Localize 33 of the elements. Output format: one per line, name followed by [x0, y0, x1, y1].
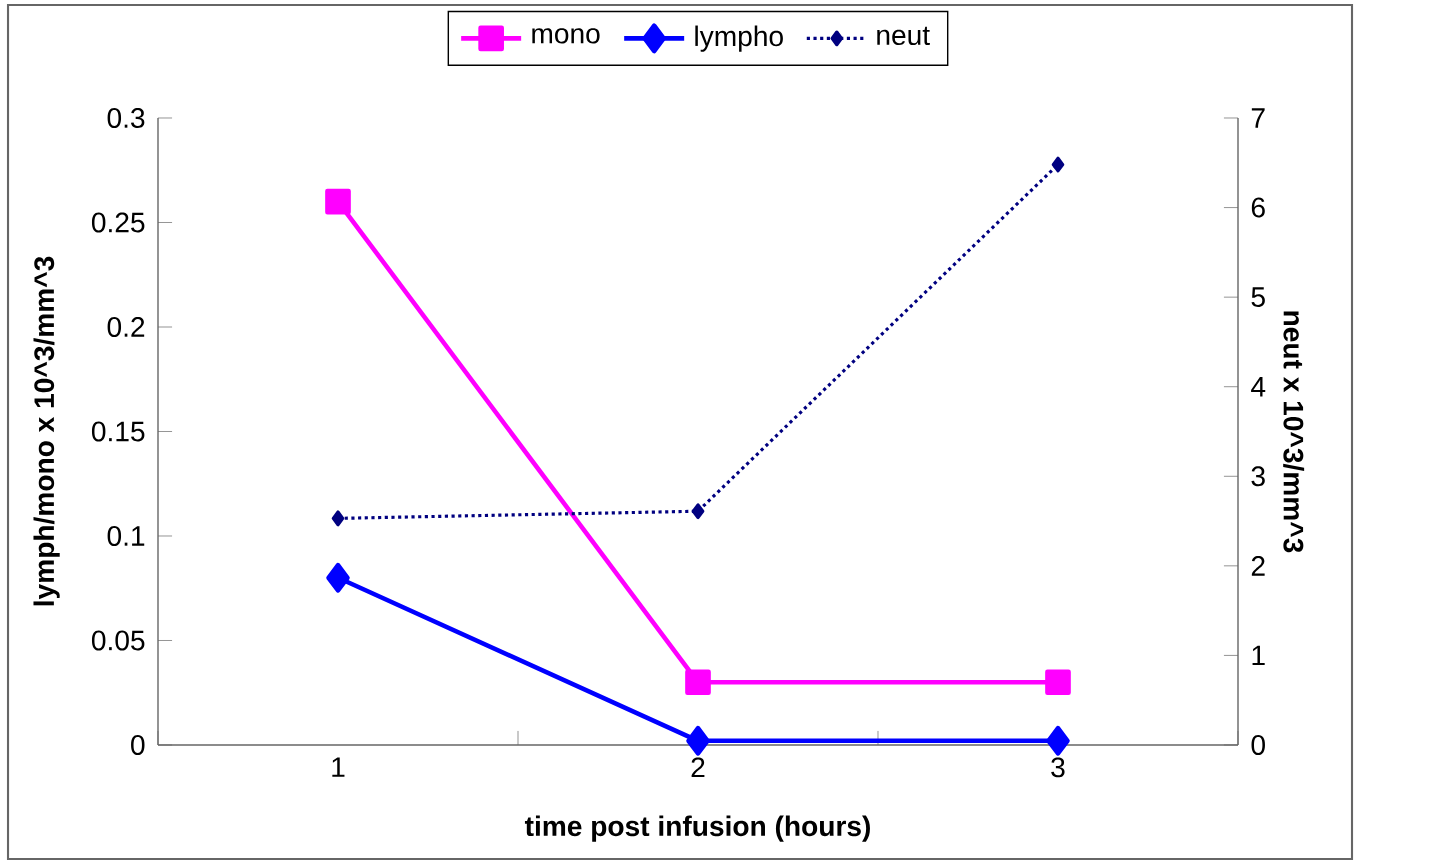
point: [1045, 669, 1071, 696]
point: [691, 503, 705, 520]
point: [331, 510, 345, 527]
y2-tick-label: 5: [1251, 287, 1265, 307]
legend-label: neut: [877, 26, 930, 46]
x-tick-label: 3: [1051, 757, 1065, 778]
y-tick-label: 0.05: [91, 630, 145, 651]
point: [1051, 156, 1065, 173]
x-tick-label: 1: [332, 757, 345, 777]
y-tick-label: 0: [131, 735, 145, 755]
y2-tick-label: 6: [1251, 197, 1265, 218]
y2-tick-label: 1: [1252, 645, 1265, 666]
x-tick-label: 2: [691, 757, 705, 778]
legend-label: lympho: [695, 25, 783, 52]
y-tick-label: 0.3: [107, 108, 145, 128]
point: [326, 562, 350, 593]
y-axis-title: lymph/mono x 10^3/mm^3: [33, 256, 60, 606]
point: [325, 188, 351, 215]
y2-tick-label: 7: [1251, 108, 1265, 128]
y2-tick-label: 2: [1251, 556, 1265, 576]
point: [685, 669, 711, 696]
legend-label: mono: [532, 28, 600, 44]
point: [686, 725, 710, 756]
y-tick-label: 0.25: [91, 212, 145, 233]
y-tick-label: 0.1: [107, 526, 145, 546]
y2-tick-label: 0: [1251, 735, 1265, 755]
y2-tick-label: 3: [1251, 466, 1265, 487]
point: [1046, 725, 1070, 756]
y2-axis-title: neut x 10^3/mm^3: [1283, 311, 1305, 553]
y-tick-label: 0.2: [107, 317, 145, 337]
x-axis-title: time post infusion (hours): [524, 815, 870, 842]
y-tick-label: 0.15: [91, 421, 145, 442]
y2-tick-label: 4: [1251, 377, 1266, 397]
